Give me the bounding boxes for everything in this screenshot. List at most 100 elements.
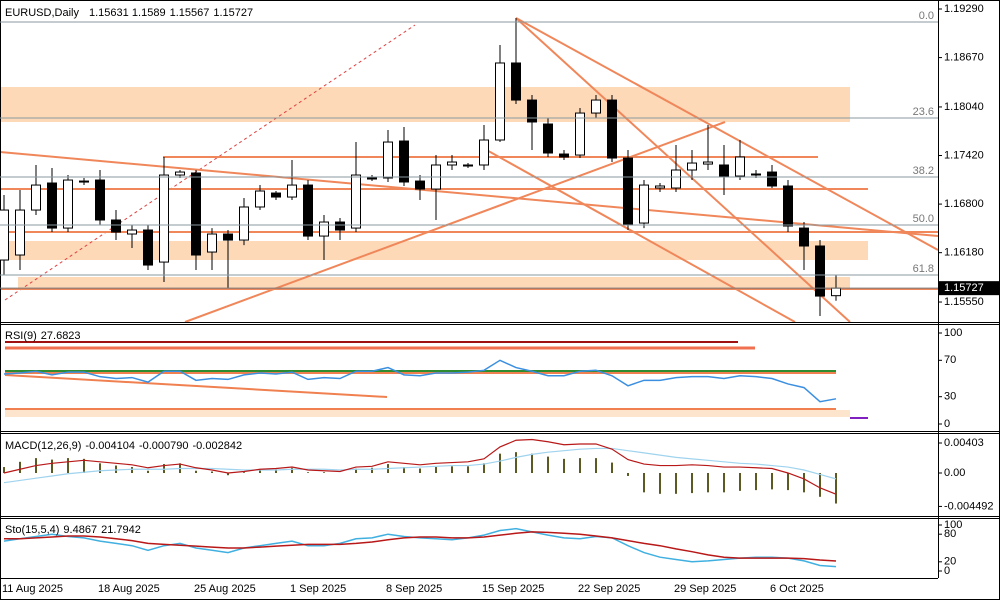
histogram-bar: [99, 463, 101, 473]
candle-body: [31, 184, 41, 211]
candle-body: [399, 140, 409, 183]
y-tick-label: 80: [944, 528, 956, 540]
candle-body: [447, 161, 457, 166]
histogram-bar: [147, 470, 149, 473]
fibo-label: 23.6: [913, 106, 934, 118]
histogram-bar: [611, 462, 613, 473]
zone: [0, 241, 868, 260]
indicator-value: -0.000790: [139, 440, 189, 452]
indicator-value: 21.7942: [101, 524, 141, 536]
candle-body: [815, 245, 825, 297]
close-value: 1.15727: [213, 7, 253, 19]
candle-body: [831, 287, 841, 297]
y-tick-label: -0.004492: [944, 500, 994, 512]
candle-body: [703, 161, 713, 165]
candle-body: [799, 227, 809, 247]
zone: [0, 87, 850, 122]
indicator-value: 9.4867: [63, 524, 97, 536]
y-tick-label: 1.16180: [944, 247, 984, 259]
candle-body: [47, 182, 57, 229]
histogram-bar: [131, 467, 133, 473]
histogram-bar: [419, 468, 421, 473]
candle-body: [687, 162, 697, 171]
fibo-label: 50.0: [913, 213, 934, 225]
histogram-bar: [115, 465, 117, 473]
y-tick-label: 20: [944, 556, 956, 568]
histogram-bar: [675, 472, 677, 494]
indicator-name: MACD(12,26,9): [5, 440, 81, 452]
candle-body: [207, 233, 217, 253]
y-tick-label: 0: [944, 565, 950, 577]
histogram-bar: [211, 471, 213, 473]
candle-body: [479, 139, 489, 166]
candle-body: [191, 172, 201, 256]
candle-body: [655, 185, 665, 189]
candle-body: [335, 221, 345, 231]
fibo-label: 0.0: [919, 10, 934, 22]
dashed-line: [4, 24, 416, 301]
candle-body: [767, 171, 777, 187]
trend-line: [482, 147, 796, 323]
fibo-label: 61.8: [913, 263, 934, 275]
indicator-value: -0.002842: [193, 440, 243, 452]
candle-body: [559, 153, 569, 158]
y-tick-label: 1.17420: [944, 149, 984, 161]
histogram-bar: [515, 452, 517, 473]
histogram-bar: [243, 472, 245, 473]
candle-body: [591, 99, 601, 114]
x-tick-label: 29 Sep 2025: [674, 583, 736, 595]
candle-body: [303, 184, 313, 237]
chart-title: EURUSD,Daily 1.15631 1.1589 1.15567 1.15727: [5, 7, 253, 19]
series-layer: [0, 18, 841, 568]
candle-body: [719, 164, 729, 177]
y-tick-label: 70: [944, 354, 956, 366]
histogram-bar: [435, 467, 437, 473]
histogram-bar: [691, 472, 693, 494]
histogram-bar: [371, 467, 373, 473]
histogram-bar: [195, 470, 197, 473]
candle-body: [319, 221, 329, 237]
indicator-name: Sto(15,5,4): [5, 524, 59, 536]
histogram-bar: [67, 458, 69, 473]
high-value: 1.1589: [132, 7, 166, 19]
indicator-line: [3, 438, 837, 495]
histogram-bar: [787, 472, 789, 491]
candle-body: [111, 219, 121, 233]
x-tick-label: 8 Sep 2025: [386, 583, 442, 595]
candle-body: [287, 184, 297, 198]
histogram-bar: [51, 459, 53, 473]
histogram-bar: [659, 472, 661, 494]
y-tick-label: 0.00: [944, 467, 965, 479]
open-value: 1.15631: [89, 7, 129, 19]
candle-body: [239, 206, 249, 241]
indicator-title: Sto(15,5,4) 9.4867 21.7942: [5, 524, 141, 536]
candle-body: [15, 209, 25, 256]
indicator-line: [3, 527, 837, 568]
y-tick-label: 1.18670: [944, 51, 984, 63]
candle-body: [511, 62, 521, 101]
candle-body: [463, 164, 473, 167]
candle-body: [383, 141, 393, 179]
trend-line: [515, 17, 939, 251]
trend-line: [0, 151, 939, 237]
histogram-bar: [3, 467, 5, 473]
candle-body: [415, 180, 425, 190]
histogram-bar: [531, 453, 533, 473]
y-tick-label: 0.00403: [944, 437, 984, 449]
y-tick-label: 1.18040: [944, 101, 984, 113]
x-tick-label: 18 Aug 2025: [98, 583, 160, 595]
histogram-bar: [579, 458, 581, 473]
histogram-bar: [627, 472, 629, 476]
indicator-value: -0.004104: [85, 440, 135, 452]
candle-body: [79, 180, 89, 183]
candle-body: [143, 229, 153, 266]
histogram-bar: [755, 472, 757, 491]
candle-body: [735, 156, 745, 177]
candle-body: [751, 173, 761, 176]
x-tick-label: 11 Aug 2025: [2, 583, 63, 595]
candle-body: [63, 179, 73, 229]
price-label-box: [938, 281, 1000, 296]
histogram-bar: [19, 461, 21, 473]
candle-body: [639, 184, 649, 224]
histogram-bar: [355, 468, 357, 473]
